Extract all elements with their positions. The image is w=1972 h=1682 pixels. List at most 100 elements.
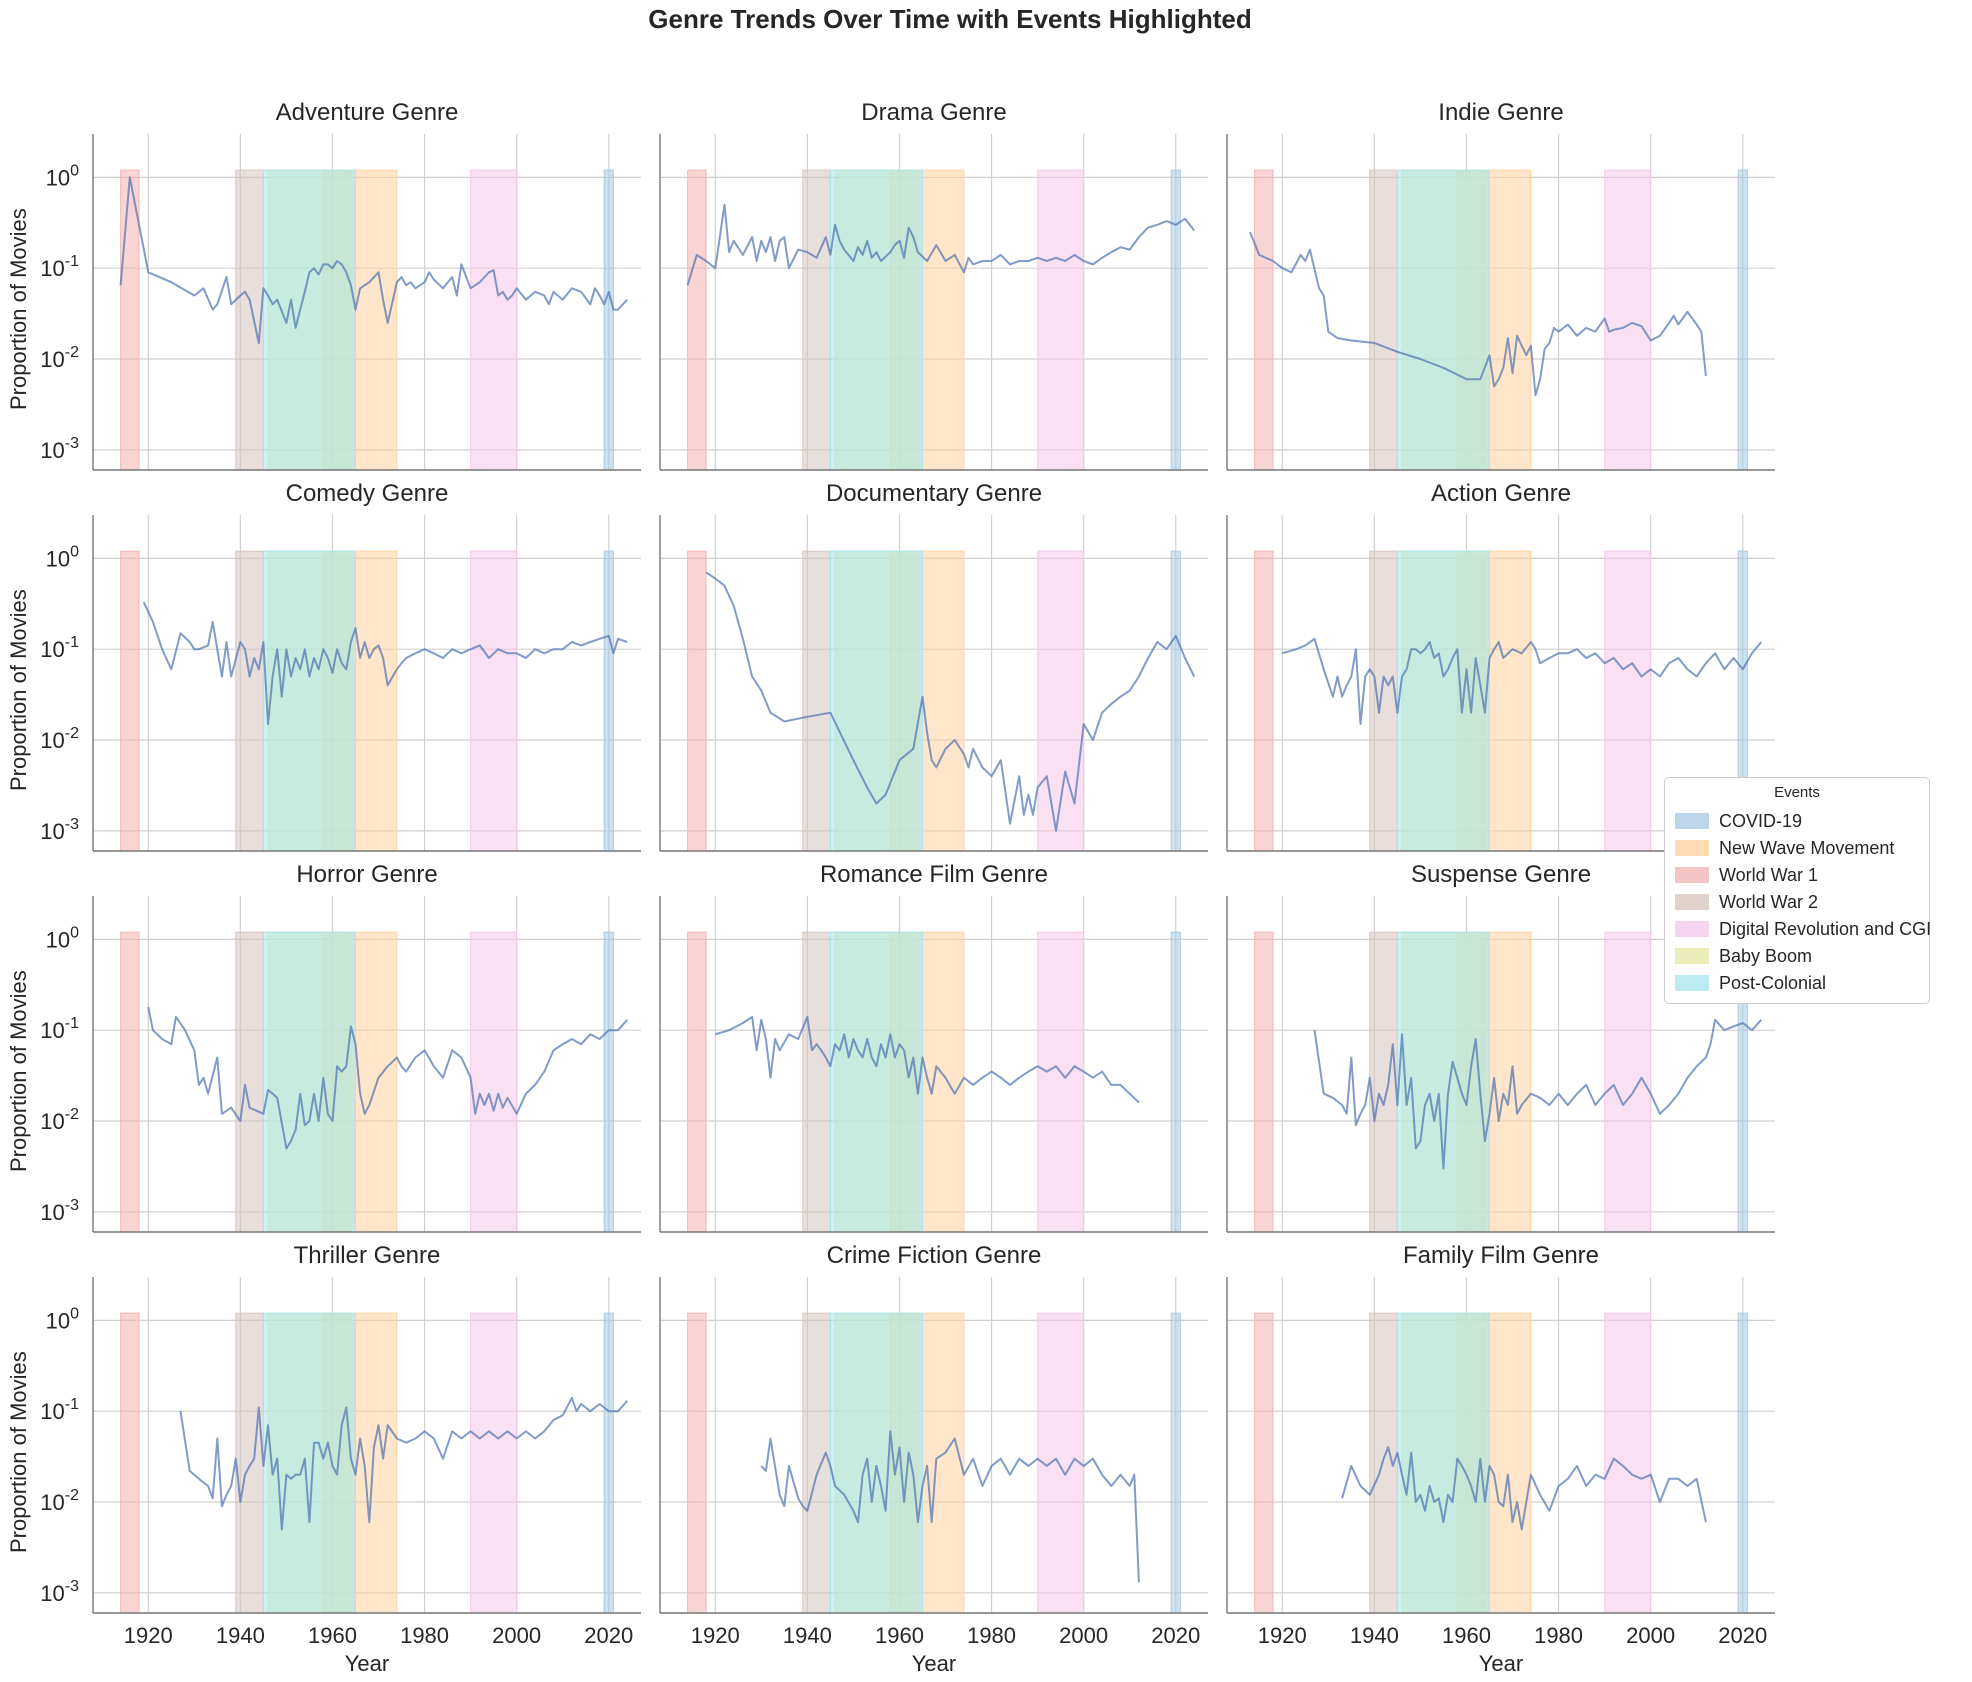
y-tick-exponent: 0 <box>70 162 79 179</box>
y-tick-label: 10-1 <box>40 1015 79 1043</box>
y-tick-exponent: 0 <box>70 924 79 941</box>
y-tick-exponent: 0 <box>70 543 79 560</box>
event-band-world-war-2 <box>802 550 831 852</box>
x-tick-label: 1920 <box>691 1623 740 1648</box>
event-band-covid-19 <box>603 1312 614 1614</box>
y-tick-label: 10-1 <box>40 1396 79 1424</box>
y-tick-label: 10-3 <box>40 435 79 463</box>
legend-item-world-war-2: World War 2 <box>1675 889 1818 915</box>
legend-swatch <box>1675 921 1709 937</box>
x-axis-label: Year <box>344 1651 390 1676</box>
y-tick-label: 10-1 <box>40 253 79 281</box>
x-tick-label: 2020 <box>1718 1623 1767 1648</box>
y-tick-exponent: -2 <box>65 1106 79 1123</box>
panel-adventure-genre: 10-3 10-2 10-1 100 <box>40 134 641 471</box>
legend-swatch <box>1675 867 1709 883</box>
series-line-action-genre <box>1282 637 1762 725</box>
legend-item-post-colonial: Post-Colonial <box>1675 970 1826 996</box>
panel-comedy-genre: 10-3 10-2 10-1 100 <box>40 515 641 852</box>
event-band-world-war-2 <box>802 169 831 471</box>
event-band-world-war-2 <box>1369 169 1398 471</box>
x-tick-label: 1920 <box>1258 1623 1307 1648</box>
event-band-world-war-2 <box>235 931 264 1233</box>
legend-item-world-war-1: World War 1 <box>1675 862 1818 888</box>
legend-label: COVID-19 <box>1719 810 1803 831</box>
y-tick-exponent: -1 <box>65 634 79 651</box>
series-line-thriller-genre <box>179 1396 628 1531</box>
series-line-comedy-genre <box>142 601 628 725</box>
legend-swatch <box>1675 840 1709 856</box>
legend-item-new-wave-movement: New Wave Movement <box>1675 835 1894 861</box>
y-tick-exponent: -3 <box>65 1578 79 1595</box>
subplot-title: Indie Genre <box>1438 99 1564 126</box>
series-line-horror-genre <box>147 1006 628 1150</box>
event-band-world-war-2 <box>235 169 264 471</box>
event-band-world-war-2 <box>1369 931 1398 1233</box>
legend-label: Digital Revolution and CGI <box>1719 918 1932 939</box>
event-band-covid-19 <box>1737 169 1748 471</box>
event-band-covid-19 <box>603 169 614 471</box>
series-line-adventure-genre <box>119 176 628 344</box>
series-line-documentary-genre <box>705 571 1196 832</box>
x-axis-label: Year <box>911 1651 957 1676</box>
event-band-post-colonial <box>829 169 923 471</box>
y-tick-label: 10-2 <box>40 725 79 753</box>
x-tick-label: 1940 <box>1350 1623 1399 1648</box>
y-tick-exponent: -2 <box>65 344 79 361</box>
panel-action-genre <box>1226 515 1775 852</box>
y-tick-exponent: -3 <box>65 816 79 833</box>
y-tick-exponent: 0 <box>70 1305 79 1322</box>
figure-title: Genre Trends Over Time with Events Highl… <box>648 4 1252 34</box>
y-tick-label: 10-2 <box>40 344 79 372</box>
legend-label: Post-Colonial <box>1719 972 1827 993</box>
y-tick-label: 100 <box>46 162 79 190</box>
x-tick-label: 2000 <box>1059 1623 1108 1648</box>
subplot-title: Suspense Genre <box>1410 861 1592 888</box>
event-band-post-colonial <box>262 1312 356 1614</box>
event-band-world-war-1 <box>687 931 707 1233</box>
event-band-digital-revolution-and-cgi <box>1037 931 1085 1233</box>
event-band-covid-19 <box>603 550 614 852</box>
legend: Events COVID-19 New Wave Movement World … <box>1664 777 1932 1004</box>
subplot-title: Thriller Genre <box>293 1242 441 1269</box>
x-tick-label: 1940 <box>783 1623 832 1648</box>
legend-label: New Wave Movement <box>1719 837 1895 858</box>
x-tick-label: 1980 <box>1534 1623 1583 1648</box>
legend-swatch <box>1675 948 1709 964</box>
x-axis-label: Year <box>1478 1651 1524 1676</box>
y-tick-exponent: -1 <box>65 253 79 270</box>
event-band-digital-revolution-and-cgi <box>1037 1312 1085 1614</box>
event-band-world-war-1 <box>120 1312 140 1614</box>
event-band-post-colonial <box>262 931 356 1233</box>
x-tick-label: 2000 <box>1626 1623 1675 1648</box>
subplot-title: Romance Film Genre <box>819 861 1049 888</box>
y-tick-label: 10-3 <box>40 816 79 844</box>
event-band-world-war-2 <box>235 550 264 852</box>
subplot-title: Action Genre <box>1430 480 1572 507</box>
legend-label: World War 2 <box>1719 891 1819 912</box>
legend-label: Baby Boom <box>1719 945 1813 966</box>
event-band-post-colonial <box>1396 931 1490 1233</box>
x-tick-label: 2000 <box>492 1623 541 1648</box>
x-tick-label: 1960 <box>308 1623 357 1648</box>
event-band-world-war-1 <box>1254 1312 1274 1614</box>
legend-swatch <box>1675 975 1709 991</box>
event-band-post-colonial <box>1396 550 1490 852</box>
event-band-post-colonial <box>1396 169 1490 471</box>
panel-crime-fiction-genre: 1920 1940 1960 1980 2000 2020 <box>659 1277 1208 1648</box>
event-band-world-war-1 <box>120 931 140 1233</box>
subplot-title: Documentary Genre <box>825 480 1043 507</box>
series-line-crime-fiction-genre <box>760 1430 1140 1583</box>
series-line-romance-film-genre <box>715 1015 1140 1104</box>
event-band-world-war-1 <box>687 1312 707 1614</box>
event-band-digital-revolution-and-cgi <box>470 169 518 471</box>
event-band-post-colonial <box>829 550 923 852</box>
event-band-covid-19 <box>1170 931 1181 1233</box>
y-tick-exponent: -3 <box>65 435 79 452</box>
series-line-suspense-genre <box>1313 1018 1762 1170</box>
x-tick-label: 1960 <box>875 1623 924 1648</box>
panel-romance-film-genre <box>659 896 1208 1233</box>
legend-item-covid-19: COVID-19 <box>1675 808 1802 834</box>
series-line-family-film-genre <box>1341 1446 1707 1531</box>
